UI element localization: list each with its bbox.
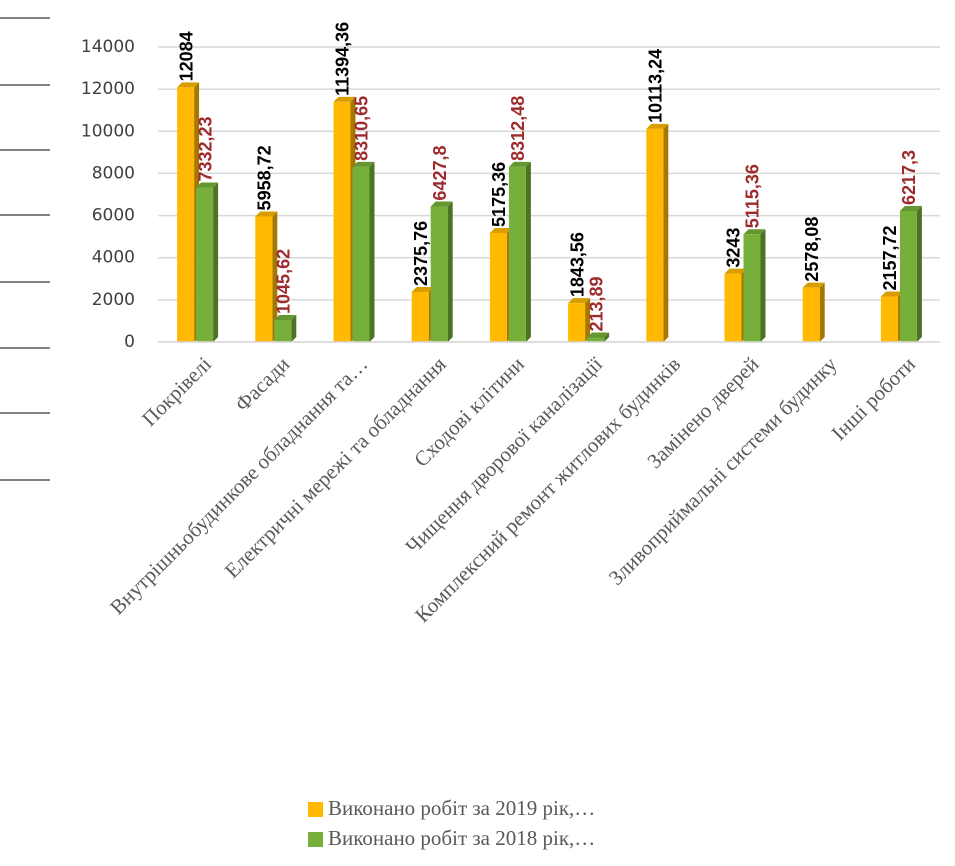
y-tick-label: 2000 bbox=[92, 290, 135, 310]
bar bbox=[880, 296, 898, 342]
bar-top bbox=[899, 205, 922, 211]
bar bbox=[508, 166, 526, 342]
bar-top bbox=[352, 161, 375, 167]
bar-top bbox=[411, 286, 434, 292]
bar-side bbox=[369, 161, 375, 342]
bar-top bbox=[333, 96, 356, 102]
x-tick-label: Інші роботи bbox=[827, 352, 920, 445]
x-tick-label: Покрівелі bbox=[137, 352, 216, 431]
y-tick-label: 10000 bbox=[81, 121, 135, 141]
bar bbox=[489, 232, 507, 342]
y-tick-label: 4000 bbox=[92, 248, 135, 268]
bar-side bbox=[525, 161, 531, 342]
data-label: 8312,48 bbox=[508, 96, 528, 161]
bar-top bbox=[724, 268, 747, 274]
data-label: 2157,72 bbox=[880, 225, 900, 290]
bar bbox=[646, 128, 664, 342]
decoration bbox=[0, 17, 50, 481]
y-tick-label: 6000 bbox=[92, 206, 135, 226]
bar-top bbox=[880, 291, 903, 297]
bar-top bbox=[489, 227, 512, 233]
legend-swatch bbox=[308, 832, 323, 847]
data-label: 2578,08 bbox=[802, 217, 822, 282]
bar bbox=[899, 210, 917, 342]
bar bbox=[196, 187, 214, 342]
legend-swatch bbox=[308, 802, 323, 817]
bar bbox=[587, 337, 605, 342]
bar-side bbox=[819, 282, 825, 342]
y-tick-label: 0 bbox=[124, 332, 135, 352]
bar-side bbox=[916, 205, 922, 342]
bar bbox=[430, 206, 448, 342]
data-label: 5115,36 bbox=[743, 164, 763, 228]
data-label: 213,89 bbox=[586, 276, 606, 331]
bar-top bbox=[274, 314, 297, 320]
data-label: 1045,62 bbox=[274, 249, 294, 314]
bar-top bbox=[508, 161, 531, 167]
bar bbox=[411, 291, 429, 342]
data-label: 5175,36 bbox=[489, 162, 509, 227]
data-label: 6217,3 bbox=[899, 150, 919, 205]
bar-top bbox=[646, 123, 669, 129]
y-tick-label: 8000 bbox=[92, 163, 135, 183]
y-tick-label: 14000 bbox=[81, 37, 135, 57]
bar-top bbox=[196, 182, 219, 188]
data-label: 10113,24 bbox=[646, 49, 666, 123]
data-label: 12084 bbox=[176, 31, 196, 81]
bar bbox=[274, 319, 292, 342]
bar bbox=[568, 303, 586, 342]
bar-side bbox=[272, 211, 278, 342]
bar-side bbox=[213, 182, 219, 342]
data-label: 2375,76 bbox=[411, 221, 431, 286]
data-label: 7332,23 bbox=[195, 116, 215, 181]
bar-top bbox=[743, 229, 766, 235]
legend-label: Виконано робіт за 2018 рік,… bbox=[328, 826, 595, 850]
data-label: 3243 bbox=[724, 228, 744, 268]
bar bbox=[177, 87, 195, 342]
bar-side bbox=[663, 123, 669, 342]
bar-side bbox=[291, 314, 297, 342]
bar-top bbox=[802, 282, 825, 288]
bar bbox=[255, 216, 273, 342]
bar-top bbox=[430, 201, 453, 207]
bar-side bbox=[447, 201, 453, 342]
data-label: 5958,72 bbox=[255, 145, 275, 210]
bar-top bbox=[177, 82, 200, 88]
data-label: 1843,56 bbox=[567, 232, 587, 297]
y-tick-label: 12000 bbox=[81, 79, 135, 99]
x-tick-label: Фасади bbox=[230, 352, 294, 416]
data-label: 11394,36 bbox=[333, 22, 353, 96]
bar-side bbox=[585, 298, 591, 342]
bar bbox=[333, 101, 351, 342]
bar bbox=[802, 287, 820, 342]
bar-side bbox=[604, 332, 610, 342]
legend-label: Виконано робіт за 2019 рік,… bbox=[328, 796, 595, 820]
bar-top bbox=[587, 332, 610, 338]
bar bbox=[743, 234, 761, 342]
data-label: 8310,65 bbox=[352, 96, 372, 161]
bar-top bbox=[568, 298, 591, 304]
bar bbox=[724, 273, 742, 342]
bar-side bbox=[760, 229, 766, 342]
bar bbox=[352, 166, 370, 342]
bar-top bbox=[255, 211, 278, 217]
data-label: 6427,8 bbox=[430, 145, 450, 200]
